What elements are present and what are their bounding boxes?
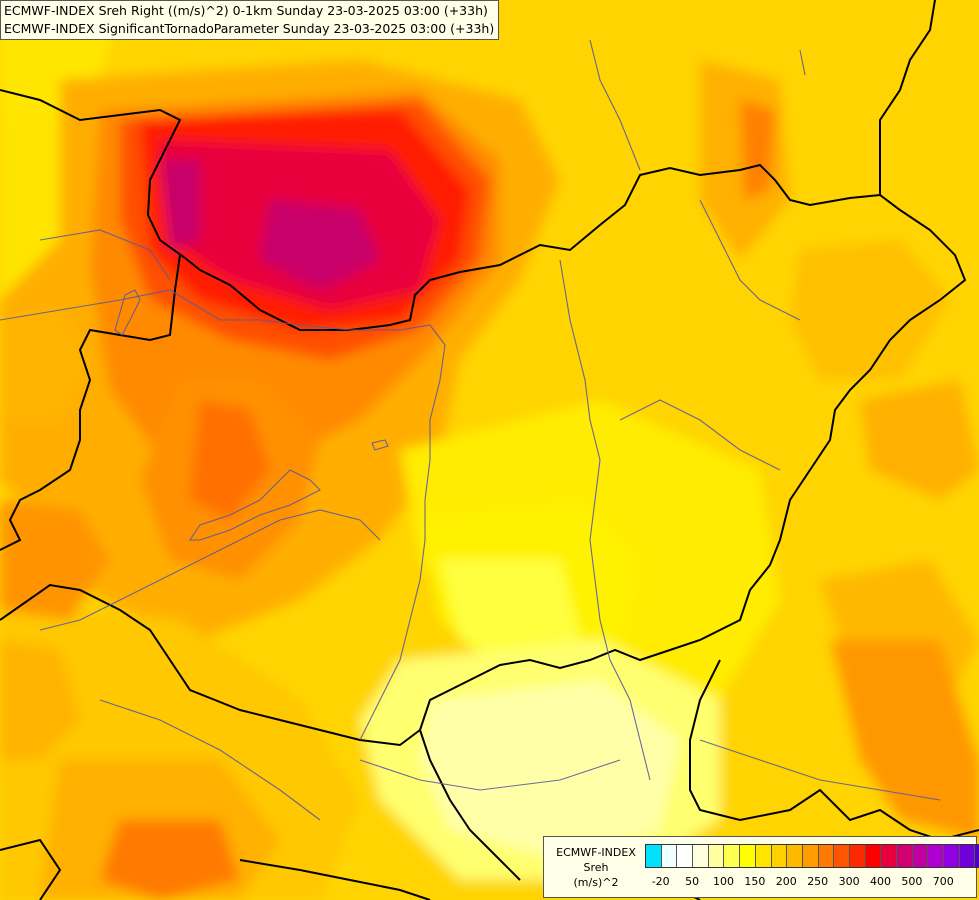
map-title: ECMWF-INDEX Sreh Right ((m/s)^2) 0-1km S… <box>0 0 500 40</box>
legend-swatch <box>834 845 850 867</box>
legend-swatch <box>771 845 788 867</box>
legend-swatch <box>740 845 756 867</box>
legend-swatch <box>849 845 866 867</box>
legend-variable: Sreh <box>583 861 609 874</box>
legend-color-scale <box>645 844 979 868</box>
legend-swatch <box>865 845 882 867</box>
legend-tick-label: 300 <box>838 875 860 888</box>
legend-swatch <box>693 845 709 867</box>
legend-unit: (m/s)^2 <box>573 876 619 889</box>
legend-swatch <box>646 845 662 867</box>
title-line-2: ECMWF-INDEX SignificantTornadoParameter … <box>4 21 495 36</box>
legend-swatch <box>755 845 772 867</box>
legend-tick-label: 200 <box>775 875 797 888</box>
legend-swatch <box>787 845 803 867</box>
legend-labels: ECMWF-INDEX Sreh (m/s)^2 <box>548 845 644 890</box>
legend-swatch <box>928 845 945 867</box>
legend-swatch <box>708 845 725 867</box>
legend-tick-label: 500 <box>901 875 923 888</box>
color-legend: ECMWF-INDEX Sreh (m/s)^2 -20 50 100 150 200 2… <box>543 836 979 898</box>
legend-tick-label: 250 <box>807 875 829 888</box>
legend-tick-label: -20 <box>651 875 670 888</box>
legend-swatch <box>802 845 819 867</box>
title-line-1: ECMWF-INDEX Sreh Right ((m/s)^2) 0-1km S… <box>4 3 488 18</box>
legend-swatch <box>912 845 929 867</box>
legend-tick-labels: -20 50 100 150 200 250 300 400 500 700 <box>544 875 976 891</box>
legend-tick-label: 400 <box>870 875 891 888</box>
legend-swatch <box>959 845 976 867</box>
legend-tick-label: 50 <box>685 875 700 888</box>
legend-swatch <box>818 845 835 867</box>
legend-tick-label: 100 <box>713 875 734 888</box>
legend-swatch <box>724 845 741 867</box>
legend-tick-label: 150 <box>744 875 766 888</box>
legend-tick-label: 700 <box>932 875 954 888</box>
legend-source: ECMWF-INDEX <box>556 846 636 859</box>
rivers <box>0 39 941 821</box>
legend-swatch <box>944 845 960 867</box>
legend-swatch <box>661 845 678 867</box>
legend-swatch <box>975 845 979 867</box>
legend-swatch <box>897 845 913 867</box>
legend-swatch <box>677 845 694 867</box>
legend-swatch <box>881 845 897 867</box>
